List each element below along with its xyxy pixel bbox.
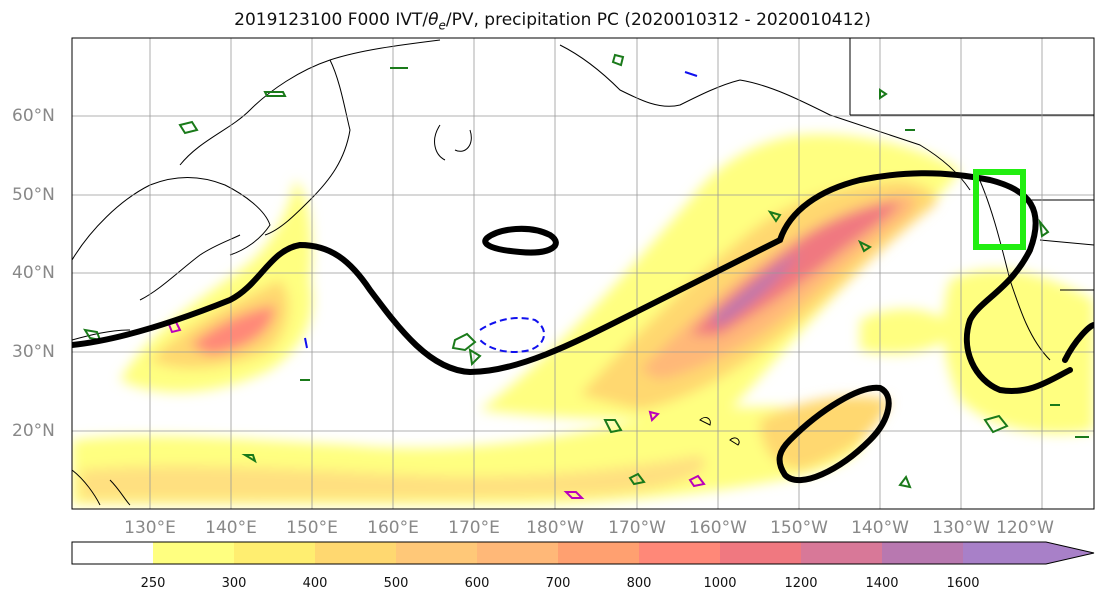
colorbar-tick-1600: 1600: [946, 576, 980, 591]
colorbar-tick-500: 500: [383, 576, 409, 591]
colorbar-tick-300: 300: [221, 576, 247, 591]
lon-label-160e: 160°E: [367, 518, 419, 538]
lon-label-120w: 120°W: [996, 518, 1054, 538]
colorbar: [71, 541, 1095, 565]
map-title: 2019123100 F000 IVT/θe/PV, precipitation…: [234, 10, 871, 33]
lat-label-60: 60°N: [12, 106, 55, 126]
lon-label-170w: 170°W: [608, 518, 666, 538]
colorbar-tick-1000: 1000: [703, 576, 737, 591]
colorbar-tick-1200: 1200: [784, 576, 818, 591]
lat-label-40: 40°N: [12, 263, 55, 283]
pv-contours: [82, 53, 1089, 489]
lon-label-130e: 130°E: [124, 518, 176, 538]
lon-label-140e: 140°E: [205, 518, 257, 538]
lon-label-150e: 150°E: [286, 518, 338, 538]
lon-label-160w: 160°W: [689, 518, 747, 538]
lat-label-20: 20°N: [12, 421, 55, 441]
map-frame: [71, 37, 1095, 510]
lon-label-140w: 140°W: [851, 518, 909, 538]
colorbar-tick-400: 400: [302, 576, 328, 591]
lon-label-150w: 150°W: [770, 518, 828, 538]
lat-label-50: 50°N: [12, 185, 55, 205]
ivt-shading: [72, 134, 1094, 505]
colorbar-tick-250: 250: [140, 576, 166, 591]
target-box: [973, 169, 1026, 250]
lon-label-170e: 170°E: [448, 518, 500, 538]
lon-label-180w: 180°W: [526, 518, 584, 538]
colorbar-tick-1400: 1400: [865, 576, 899, 591]
colorbar-tick-700: 700: [545, 576, 571, 591]
lat-label-30: 30°N: [12, 342, 55, 362]
negative-contours: [304, 71, 698, 353]
colorbar-tick-800: 800: [626, 576, 652, 591]
lon-label-130w: 130°W: [932, 518, 990, 538]
colorbar-tick-600: 600: [464, 576, 490, 591]
theta-e-contour: [72, 170, 1094, 483]
